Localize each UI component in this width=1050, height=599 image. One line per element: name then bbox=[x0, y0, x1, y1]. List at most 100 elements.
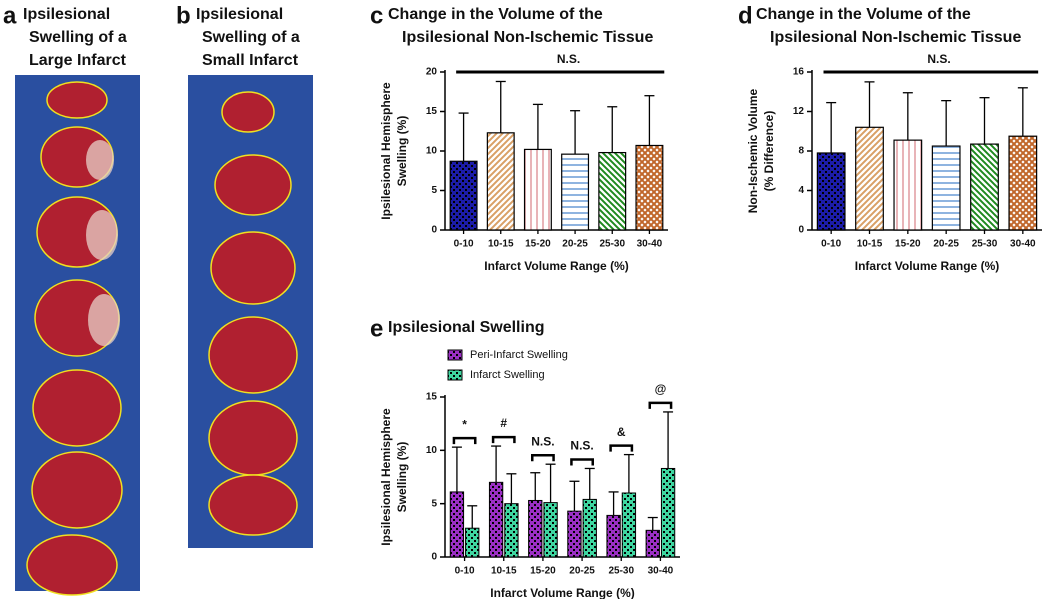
panel-title: Ipsilesional bbox=[196, 6, 283, 23]
x-tick-label: 10-15 bbox=[491, 566, 517, 577]
chart-title: Ipsilesional Swelling bbox=[388, 319, 544, 336]
chart-title: Ipsilesional Non-Ischemic Tissue bbox=[402, 29, 653, 46]
bar bbox=[486, 132, 515, 231]
panel-letter: d bbox=[738, 2, 753, 29]
y-tick-label: 12 bbox=[793, 106, 805, 117]
x-tick-label: 25-30 bbox=[608, 566, 634, 577]
significance-label: @ bbox=[655, 382, 667, 396]
x-tick-label: 15-20 bbox=[530, 566, 556, 577]
significance-label: & bbox=[617, 425, 626, 439]
y-tick-label: 4 bbox=[798, 185, 804, 196]
bar bbox=[504, 503, 519, 558]
bar bbox=[449, 491, 465, 558]
panel-letter: b bbox=[176, 2, 191, 29]
chart-title: Change in the Volume of the bbox=[756, 6, 971, 23]
y-tick-label: 8 bbox=[798, 146, 804, 157]
bar bbox=[449, 160, 478, 231]
x-axis-label: Infarct Volume Range (%) bbox=[855, 259, 999, 273]
x-tick-label: 10-15 bbox=[857, 239, 883, 250]
significance-bracket bbox=[452, 436, 477, 445]
x-tick-label: 25-30 bbox=[599, 239, 625, 250]
bar bbox=[598, 151, 627, 231]
bar bbox=[931, 145, 961, 231]
bar bbox=[660, 467, 676, 558]
x-tick-label: 10-15 bbox=[488, 239, 514, 250]
bar bbox=[561, 153, 590, 231]
significance-bracket bbox=[570, 458, 594, 466]
bar bbox=[543, 502, 558, 558]
photo-a bbox=[15, 75, 140, 596]
significance-bracket bbox=[491, 435, 516, 444]
significance-label: N.S. bbox=[570, 439, 593, 453]
panel-title: Ipsilesional bbox=[23, 6, 110, 23]
significance-label: N.S. bbox=[927, 52, 950, 66]
legend-label: Peri-Infarct Swelling bbox=[470, 349, 568, 361]
x-axis-label: Infarct Volume Range (%) bbox=[490, 586, 634, 599]
x-tick-label: 30-40 bbox=[648, 566, 674, 577]
significance-label: # bbox=[500, 416, 507, 430]
x-tick-label: 30-40 bbox=[637, 239, 663, 250]
x-tick-label: 30-40 bbox=[1010, 239, 1036, 250]
y-axis-label: (% Difference) bbox=[762, 111, 776, 192]
panel-title: Swelling of a bbox=[202, 29, 300, 46]
x-tick-label: 20-25 bbox=[562, 239, 588, 250]
chart-title: Change in the Volume of the bbox=[388, 6, 603, 23]
significance-bracket bbox=[531, 453, 555, 462]
y-tick-label: 15 bbox=[426, 392, 438, 403]
y-tick-label: 15 bbox=[426, 106, 438, 117]
bar bbox=[528, 499, 543, 558]
y-axis-label: Ipsilesional Hemisphere bbox=[379, 408, 393, 546]
y-axis-label: Non-Ischemic Volume bbox=[746, 88, 760, 213]
legend-label: Infarct Swelling bbox=[470, 369, 545, 381]
bar bbox=[621, 492, 637, 558]
x-tick-label: 0-10 bbox=[454, 239, 474, 250]
y-tick-label: 10 bbox=[426, 445, 438, 456]
panel-letter: e bbox=[370, 315, 383, 342]
y-tick-label: 10 bbox=[426, 146, 438, 157]
y-tick-label: 5 bbox=[431, 498, 437, 509]
y-tick-label: 5 bbox=[431, 185, 437, 196]
significance-bracket bbox=[648, 401, 673, 409]
panel-letter: c bbox=[370, 2, 383, 29]
panel-letter: a bbox=[3, 2, 17, 29]
significance-label: * bbox=[462, 417, 467, 431]
x-tick-label: 15-20 bbox=[895, 239, 921, 250]
bar bbox=[465, 527, 480, 558]
y-axis-label: Swelling (%) bbox=[395, 442, 409, 513]
x-axis-label: Infarct Volume Range (%) bbox=[484, 259, 628, 273]
x-tick-label: 0-10 bbox=[821, 239, 841, 250]
x-tick-label: 25-30 bbox=[972, 239, 998, 250]
bar bbox=[1008, 135, 1038, 231]
bar bbox=[893, 139, 923, 231]
x-tick-label: 0-10 bbox=[455, 566, 475, 577]
bar bbox=[523, 148, 552, 231]
y-tick-label: 0 bbox=[431, 552, 437, 563]
chart-title: Ipsilesional Non-Ischemic Tissue bbox=[770, 29, 1021, 46]
y-tick-label: 20 bbox=[426, 67, 438, 78]
bar bbox=[970, 143, 999, 231]
significance-bracket bbox=[609, 444, 634, 452]
legend-swatch bbox=[447, 349, 463, 361]
x-tick-label: 20-25 bbox=[933, 239, 959, 250]
bar bbox=[645, 529, 660, 558]
significance-label: N.S. bbox=[531, 434, 554, 448]
bar bbox=[582, 498, 597, 558]
y-axis-label: Ipsilesional Hemisphere bbox=[379, 82, 393, 220]
significance-label: N.S. bbox=[557, 52, 580, 66]
bar bbox=[855, 126, 884, 231]
y-tick-label: 0 bbox=[431, 225, 437, 236]
y-axis-label: Swelling (%) bbox=[395, 116, 409, 187]
x-tick-label: 15-20 bbox=[525, 239, 551, 250]
bar bbox=[816, 152, 846, 231]
legend-swatch bbox=[447, 369, 463, 381]
bar bbox=[488, 481, 504, 558]
panel-title: Swelling of a bbox=[29, 29, 127, 46]
bar bbox=[606, 514, 621, 558]
panel-title: Large Infarct bbox=[29, 52, 127, 69]
y-tick-label: 16 bbox=[793, 67, 805, 78]
panel-title: Small Infarct bbox=[202, 52, 299, 69]
y-tick-label: 0 bbox=[798, 225, 804, 236]
bar bbox=[635, 144, 664, 231]
photo-b bbox=[188, 75, 313, 548]
